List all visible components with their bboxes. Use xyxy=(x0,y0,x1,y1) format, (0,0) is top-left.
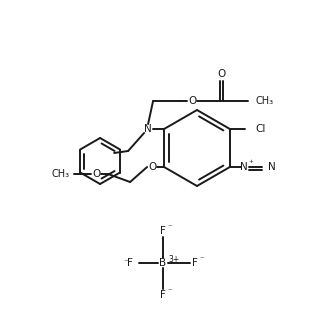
Text: N: N xyxy=(144,124,152,134)
Text: F: F xyxy=(160,290,166,300)
Text: 3+: 3+ xyxy=(168,255,179,265)
Text: O: O xyxy=(217,69,226,79)
Text: B: B xyxy=(160,258,167,268)
Text: ⁻: ⁻ xyxy=(167,287,172,297)
Text: N: N xyxy=(268,162,276,172)
Text: O: O xyxy=(148,162,156,172)
Text: CH₃: CH₃ xyxy=(255,96,273,106)
Text: CH₃: CH₃ xyxy=(52,169,70,179)
Text: F: F xyxy=(127,258,133,268)
Text: ⁻: ⁻ xyxy=(167,224,172,233)
Text: ⁻: ⁻ xyxy=(123,258,128,267)
Text: N: N xyxy=(240,162,248,172)
Text: O: O xyxy=(92,169,100,179)
Text: Cl: Cl xyxy=(255,124,265,134)
Text: ⁺: ⁺ xyxy=(249,159,254,168)
Text: F: F xyxy=(192,258,198,268)
Text: ⁻: ⁻ xyxy=(199,255,204,265)
Text: F: F xyxy=(160,226,166,236)
Text: O: O xyxy=(188,96,196,106)
